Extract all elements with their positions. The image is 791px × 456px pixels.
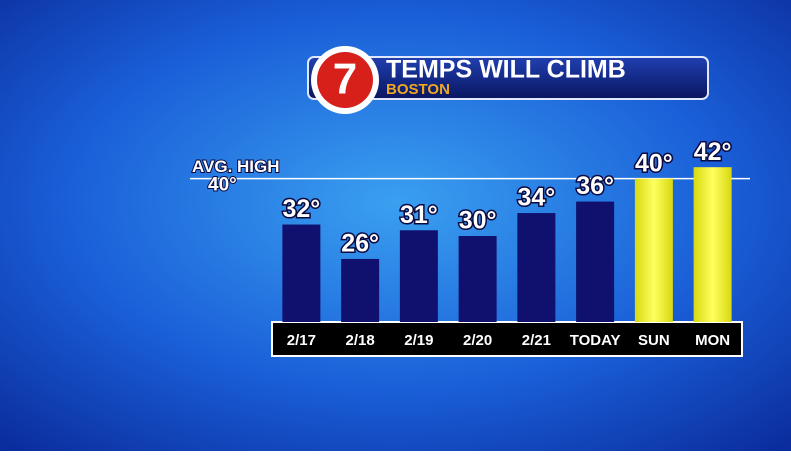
value-label: 34° (517, 184, 555, 212)
x-tick-label: TODAY (570, 332, 621, 349)
bar (282, 224, 321, 322)
x-tick-label: 2/18 (346, 332, 375, 349)
bar (399, 230, 438, 322)
x-tick-label: 2/21 (522, 332, 551, 349)
x-tick-label: 2/17 (287, 332, 316, 349)
value-label: 42° (694, 138, 732, 166)
chart-title: TEMPS WILL CLIMB (386, 56, 626, 84)
bar (458, 236, 497, 322)
logo-text: 7 (333, 55, 357, 104)
x-tick-label: 2/20 (463, 332, 492, 349)
value-label: 30° (459, 207, 497, 235)
x-tick-label: MON (695, 332, 730, 349)
bar (576, 201, 615, 322)
logo (317, 52, 373, 108)
reference-label: AVG. HIGH (192, 157, 280, 176)
title-box (307, 56, 709, 100)
value-label: 31° (400, 201, 438, 229)
bar (517, 213, 556, 322)
bar (634, 178, 673, 322)
value-label: 26° (341, 230, 379, 258)
x-tick-label: SUN (638, 332, 670, 349)
value-label: 36° (576, 172, 614, 200)
bar (693, 167, 732, 322)
value-label: 40° (635, 149, 673, 177)
bar (341, 258, 380, 322)
reference-value: 40° (208, 175, 237, 196)
value-label: 32° (282, 195, 320, 223)
chart-subtitle: BOSTON (386, 81, 450, 98)
x-tick-label: 2/19 (404, 332, 433, 349)
label-strip (271, 321, 743, 357)
